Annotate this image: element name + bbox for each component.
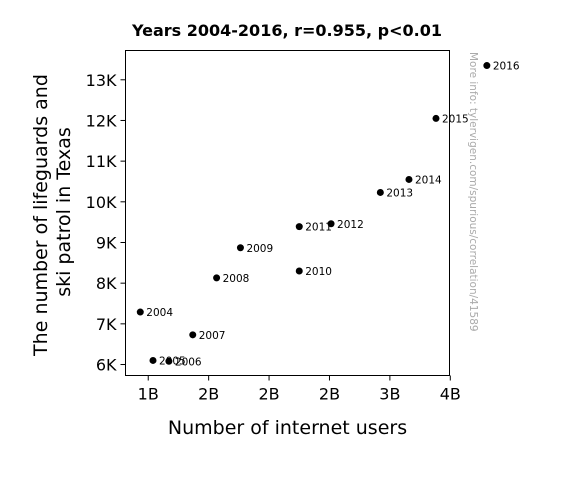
y-tick-label: 10K [86,193,117,212]
plot-area: 1B 2B 2B 2B 3B 4B 6K 7K 8K 9K 10K 11K 12K 13K 2004 20… [86,50,520,404]
data-point [236,244,244,252]
data-point-label: 2004 [146,307,173,319]
data-point-label: 2010 [305,266,332,278]
y-tick-label: 11K [86,152,117,171]
x-axis-label: Number of internet users [168,417,407,439]
watermark: More info: tylervigen.com/spurious/corre… [467,52,479,332]
plot-frame [125,50,450,376]
y-tick-label: 8K [96,274,117,293]
data-point-label: 2008 [223,273,250,285]
data-point [405,175,413,183]
x-tick-label: 2B [319,385,340,404]
chart-title: Years 2004-2016, r=0.955, p<0.01 [131,21,442,40]
data-point [327,220,335,228]
data-point [483,62,491,70]
y-tick-label: 6K [96,356,117,375]
x-tick-label: 2B [198,385,219,404]
y-axis-label: The number of lifeguards and ski patrol … [30,68,75,357]
data-point-label: 2016 [493,61,520,73]
x-tick-label: 1B [138,385,159,404]
data-point [136,308,144,316]
y-axis-label-line-1: The number of lifeguards and [30,74,52,357]
data-points: 2004200520062007200820092010201120122013… [136,61,520,368]
data-point [295,223,303,231]
data-point [295,267,303,275]
data-point [189,331,197,339]
data-point-label: 2012 [337,219,364,231]
data-point-label: 2013 [386,187,413,199]
data-point-label: 2014 [415,174,442,186]
data-point-label: 2006 [175,356,202,368]
data-point-label: 2011 [305,222,332,234]
data-point [213,274,221,282]
data-point [432,114,440,122]
data-point-label: 2015 [442,113,469,125]
y-tick-label: 7K [96,315,117,334]
x-tick-label: 4B [440,385,461,404]
x-tick-label: 3B [379,385,400,404]
y-tick-label: 12K [86,111,117,130]
data-point [376,188,384,196]
x-axis-ticks: 1B 2B 2B 2B 3B 4B [138,375,461,404]
data-point-label: 2007 [199,330,226,342]
y-axis-label-line-2: ski patrol in Texas [53,127,75,297]
y-tick-label: 13K [86,71,117,90]
y-axis-ticks: 6K 7K 8K 9K 10K 11K 12K 13K [86,71,126,375]
data-point [149,356,157,364]
y-tick-label: 9K [96,233,117,252]
x-tick-label: 2B [258,385,279,404]
data-point [165,357,173,365]
data-point-label: 2009 [246,243,273,255]
